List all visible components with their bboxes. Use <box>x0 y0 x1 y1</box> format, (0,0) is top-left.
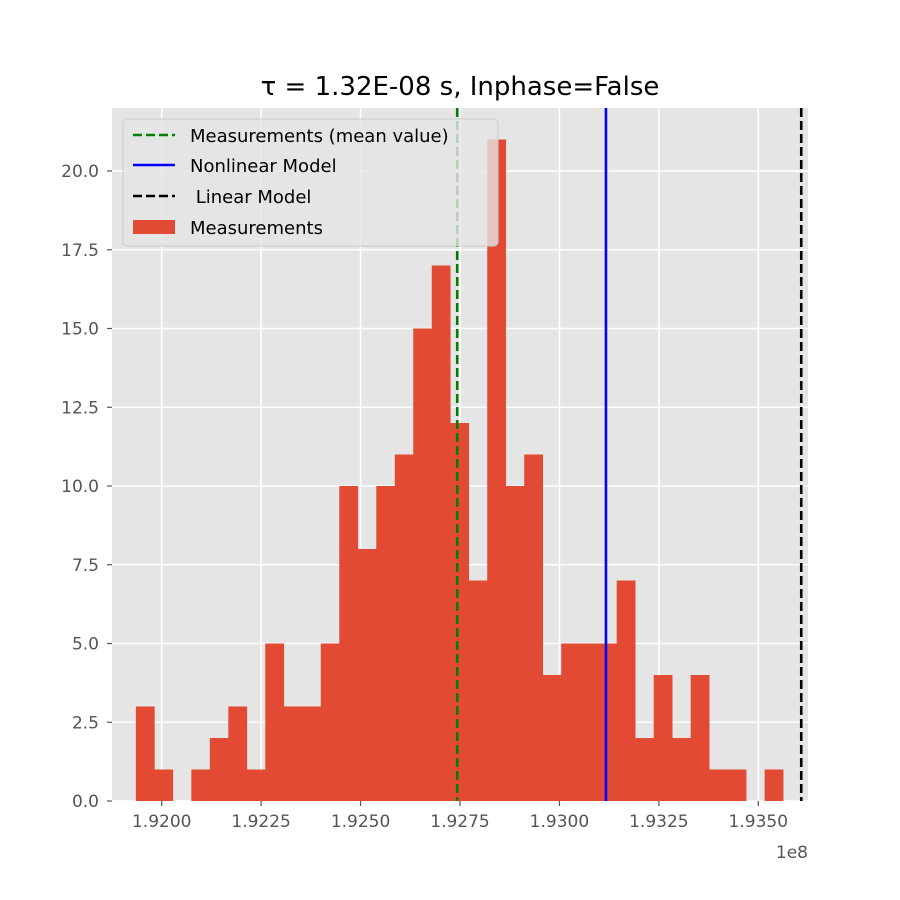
histogram-bar <box>542 675 562 801</box>
legend-box <box>122 118 499 247</box>
histogram-bar <box>228 706 248 801</box>
histogram-bar <box>339 486 359 801</box>
histogram-bar <box>468 580 488 801</box>
y-tick-label: 7.5 <box>72 556 99 576</box>
x-tick-label: 1.9350 <box>729 812 788 832</box>
histogram-bar <box>209 738 229 801</box>
x-axis-ticks: 1.9200 1.9225 1.9250 1.9275 1.9300 1.9325 1.93… <box>132 801 788 832</box>
histogram-bar <box>653 675 673 801</box>
histogram-bar <box>191 769 211 801</box>
histogram-bar <box>709 769 728 801</box>
histogram-bar <box>154 769 174 801</box>
histogram-bar <box>246 769 266 801</box>
histogram-bar <box>283 706 303 801</box>
x-tick-label: 1.9250 <box>331 812 390 832</box>
histogram-bar <box>598 643 617 801</box>
histogram-bar <box>579 643 599 801</box>
y-axis-ticks: 0.0 2.5 5.0 7.5 10.0 12.5 15.0 17.5 20.0 <box>61 162 112 812</box>
legend: Measurements (mean value) Nonlinear Model… <box>122 118 499 247</box>
histogram-bar <box>690 675 710 801</box>
x-tick-label: 1.9275 <box>430 812 489 832</box>
chart-title: τ = 1.32E-08 s, Inphase=False <box>261 72 660 102</box>
reference-lines <box>455 108 803 801</box>
y-tick-label: 5.0 <box>72 635 99 655</box>
legend-label: Linear Model <box>190 187 311 208</box>
legend-label: Measurements (mean value) <box>190 126 449 147</box>
x-axis-offset-label: 1e8 <box>776 843 808 863</box>
histogram-bar <box>394 454 414 801</box>
x-tick-label: 1.9225 <box>231 812 290 832</box>
y-tick-label: 12.5 <box>61 398 99 418</box>
y-tick-label: 2.5 <box>72 713 99 733</box>
x-tick-label: 1.9200 <box>132 812 191 832</box>
histogram-bar <box>672 738 691 801</box>
x-tick-label: 1.9300 <box>530 812 589 832</box>
histogram-bar <box>376 486 396 801</box>
histogram-bar <box>265 643 285 801</box>
y-tick-label: 0.0 <box>72 792 99 812</box>
histogram-bar <box>487 139 507 801</box>
legend-label: Nonlinear Model <box>190 156 337 177</box>
histogram-bar <box>561 643 581 801</box>
histogram-bar <box>505 486 525 801</box>
histogram-bar <box>302 706 322 801</box>
histogram-bar <box>764 769 784 801</box>
legend-swatch-patch <box>133 220 175 234</box>
histogram-bar <box>431 265 451 801</box>
histogram-bar <box>320 643 340 801</box>
histogram-bar <box>635 738 654 801</box>
histogram-bar <box>135 706 155 801</box>
histogram-bar <box>727 769 747 801</box>
x-tick-label: 1.9325 <box>629 812 688 832</box>
y-tick-label: 20.0 <box>61 162 99 182</box>
histogram-bars <box>135 139 784 801</box>
y-tick-label: 17.5 <box>61 241 99 261</box>
histogram-bar <box>450 423 470 801</box>
y-tick-label: 10.0 <box>61 477 99 497</box>
legend-label: Measurements <box>190 218 323 239</box>
histogram-bar <box>413 328 433 801</box>
histogram-bar <box>616 580 636 801</box>
y-tick-label: 15.0 <box>61 320 99 340</box>
histogram-bar <box>524 454 544 801</box>
histogram-bar <box>357 549 377 801</box>
